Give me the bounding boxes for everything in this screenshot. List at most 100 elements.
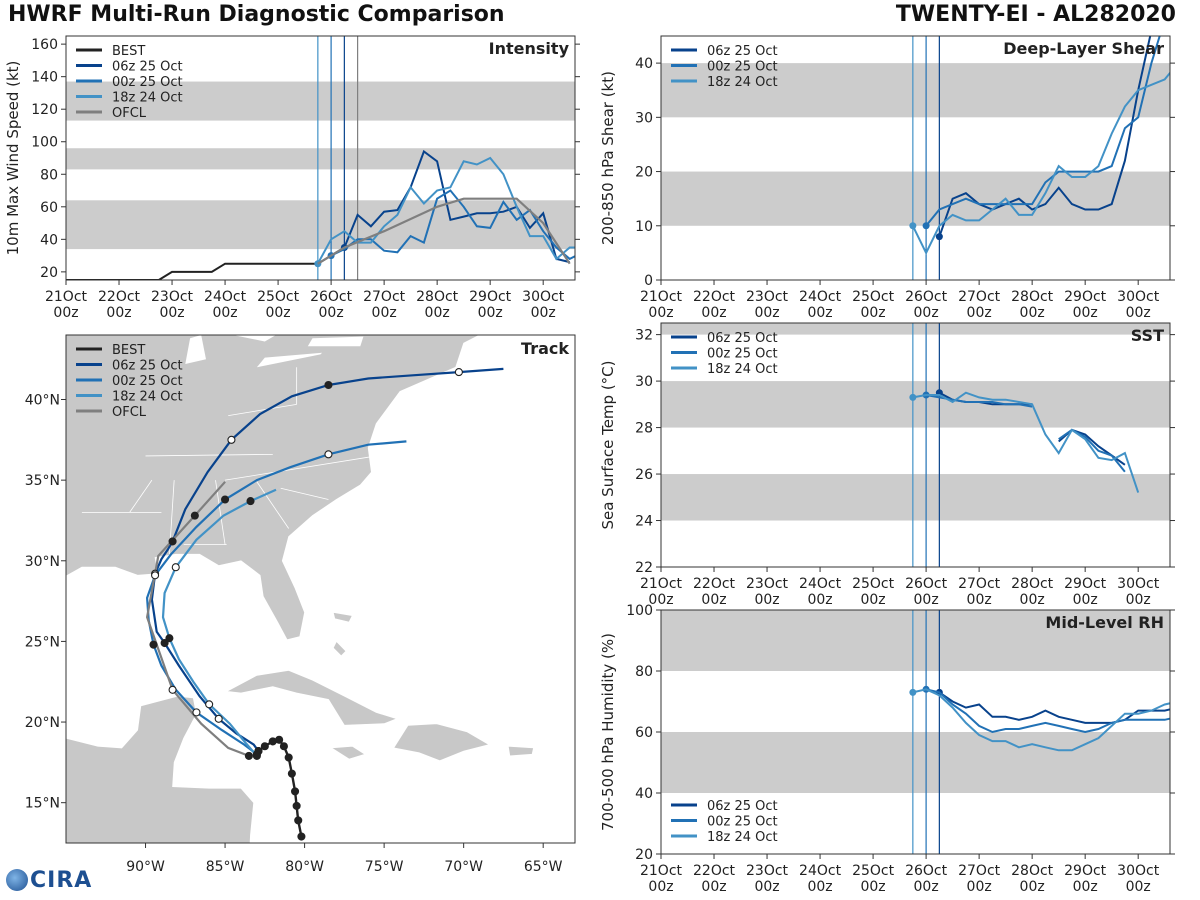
track-marker (171, 563, 180, 572)
track-marker (165, 634, 174, 643)
sst-ytick-label: 24 (635, 514, 653, 530)
shear-xtick-sublabel: 00z (1073, 305, 1098, 321)
track-ytick-label: 25°N (25, 634, 60, 650)
sst-init-marker (909, 393, 917, 401)
rh-xtick-label: 25Oct (852, 863, 895, 879)
sst-xtick-label: 27Oct (958, 576, 1001, 592)
sst-xtick-label: 26Oct (905, 576, 948, 592)
track-marker (279, 742, 288, 751)
intensity-ytick-label: 100 (31, 135, 58, 151)
rh-xtick-sublabel: 00z (967, 879, 992, 895)
lake-michigan (185, 335, 206, 364)
track-ytick-label: 35°N (25, 473, 60, 489)
shear-xtick-label: 24Oct (799, 289, 842, 305)
shear-ytick-label: 10 (635, 219, 653, 235)
state-border (129, 479, 153, 513)
rh-series-run18z (912, 688, 1170, 752)
track-panel: 90°W 85°W 80°W 75°W 70°W 65°W 15°N 20°N 25°N 30°N… (25, 334, 576, 875)
intensity-ytick-label: 160 (31, 37, 58, 53)
rh-legend-label: 18z 24 Oct (707, 830, 778, 845)
shear-xtick-label: 29Oct (1064, 289, 1107, 305)
intensity-xtick-label: 30Oct (522, 289, 565, 305)
shear-xtick-label: 27Oct (958, 289, 1001, 305)
shear-xtick-sublabel: 00z (914, 305, 939, 321)
intensity-legend-label: BEST (112, 44, 145, 59)
intensity-panel: 2040608010012014016021Oct00z22Oct00z23Oc… (4, 35, 580, 321)
intensity-title: Intensity (489, 39, 570, 58)
track-ofcl (145, 481, 250, 757)
rh-xtick-sublabel: 00z (914, 879, 939, 895)
track-marker (221, 495, 230, 504)
track-marker (252, 751, 261, 760)
sst-xtick-sublabel: 00z (1020, 592, 1045, 608)
intensity-ytick-label: 120 (31, 102, 58, 118)
rh-xtick-sublabel: 00z (1020, 879, 1045, 895)
track-xtick-label: 85°W (206, 859, 245, 875)
track-ytick-label: 30°N (25, 554, 60, 570)
intensity-xtick-label: 28Oct (416, 289, 459, 305)
track-marker (151, 571, 160, 580)
intensity-ytick-label: 60 (40, 200, 58, 216)
shear-band (661, 63, 1170, 118)
shear-xtick-label: 25Oct (852, 289, 895, 305)
track-marker (284, 753, 293, 762)
sst-legend-label: 18z 24 Oct (707, 362, 778, 377)
rh-xtick-label: 26Oct (905, 863, 948, 879)
rh-xtick-label: 28Oct (1011, 863, 1054, 879)
rh-band (661, 732, 1170, 793)
state-border (224, 455, 377, 481)
sst-band (661, 381, 1170, 428)
track-marker (324, 380, 333, 390)
shear-xtick-label: 30Oct (1117, 289, 1160, 305)
intensity-xtick-label: 25Oct (257, 289, 300, 305)
shear-xtick-sublabel: 00z (1020, 305, 1045, 321)
rh-xtick-label: 30Oct (1117, 863, 1160, 879)
track-marker (268, 737, 277, 746)
sst-xtick-sublabel: 00z (754, 592, 779, 608)
shear-xtick-sublabel: 00z (701, 305, 726, 321)
shear-xtick-sublabel: 00z (648, 305, 673, 321)
track-frame (65, 334, 576, 844)
track-xtick-label: 90°W (126, 859, 165, 875)
sst-xtick-sublabel: 00z (807, 592, 832, 608)
track-marker (160, 638, 169, 648)
shear-init-marker (935, 233, 943, 241)
track-marker (294, 816, 303, 825)
land-bahamas (332, 611, 353, 623)
intensity-legend-label: OFCL (112, 106, 147, 121)
sst-xtick-label: 24Oct (799, 576, 842, 592)
rh-xtick-sublabel: 00z (754, 879, 779, 895)
track-legend-label: 00z 25 Oct (112, 374, 183, 389)
intensity-series-run06z (343, 149, 570, 264)
rh-xtick-label: 24Oct (799, 863, 842, 879)
land-jamaica (330, 745, 366, 760)
track-marker (246, 497, 255, 506)
rh-series-run06z (938, 691, 1170, 724)
track-xtick-label: 80°W (285, 859, 324, 875)
logo-text: CIRA (30, 868, 93, 893)
track-marker (297, 832, 306, 841)
track-marker (227, 435, 236, 444)
shear-legend-label: 00z 25 Oct (707, 60, 778, 75)
intensity-xtick-label: 21Oct (45, 289, 88, 305)
track-legend-label: 06z 25 Oct (112, 359, 183, 374)
intensity-xtick-label: 27Oct (363, 289, 406, 305)
rh-init-marker (909, 688, 917, 696)
shear-xtick-sublabel: 00z (1126, 305, 1151, 321)
sst-ytick-label: 28 (635, 421, 653, 437)
track-ytick-label: 40°N (25, 393, 60, 409)
track-marker (292, 801, 301, 810)
sst-ytick-label: 32 (635, 328, 653, 344)
shear-xtick-sublabel: 00z (967, 305, 992, 321)
sst-series-group (909, 389, 1140, 493)
track-marker (260, 742, 269, 751)
shear-ytick-label: 30 (635, 110, 653, 126)
intensity-ytick-label: 140 (31, 70, 58, 86)
intensity-xtick-sublabel: 00z (319, 305, 344, 321)
shear-series-run00z (925, 36, 1161, 227)
state-border (280, 487, 329, 500)
intensity-xtick-label: 24Oct (204, 289, 247, 305)
intensity-xtick-label: 29Oct (469, 289, 512, 305)
shear-band (661, 171, 1170, 226)
rh-ytick-label: 20 (635, 847, 653, 863)
